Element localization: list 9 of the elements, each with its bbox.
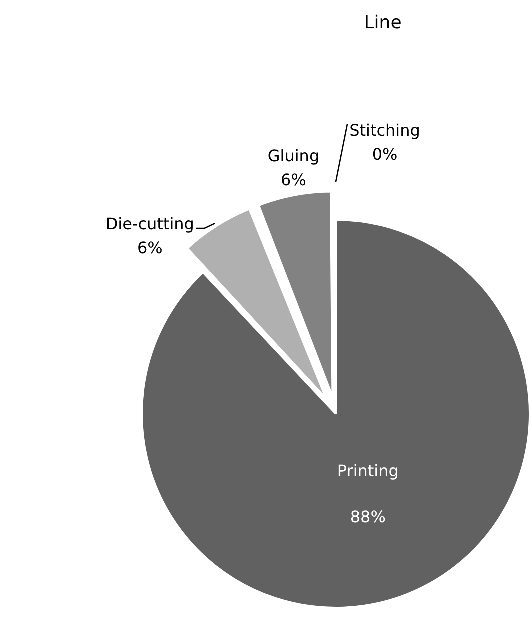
data-label: 6% [281, 170, 306, 190]
slice-label: Gluing [268, 146, 320, 166]
data-label: 6% [137, 238, 163, 258]
data-label: 88% [350, 507, 386, 526]
category-label: Stitching [350, 121, 420, 140]
slice-label: Die-cutting [106, 214, 194, 234]
text: 0% [372, 145, 398, 164]
chart-title: Line [364, 12, 402, 34]
slice-label: Printing [337, 461, 399, 480]
